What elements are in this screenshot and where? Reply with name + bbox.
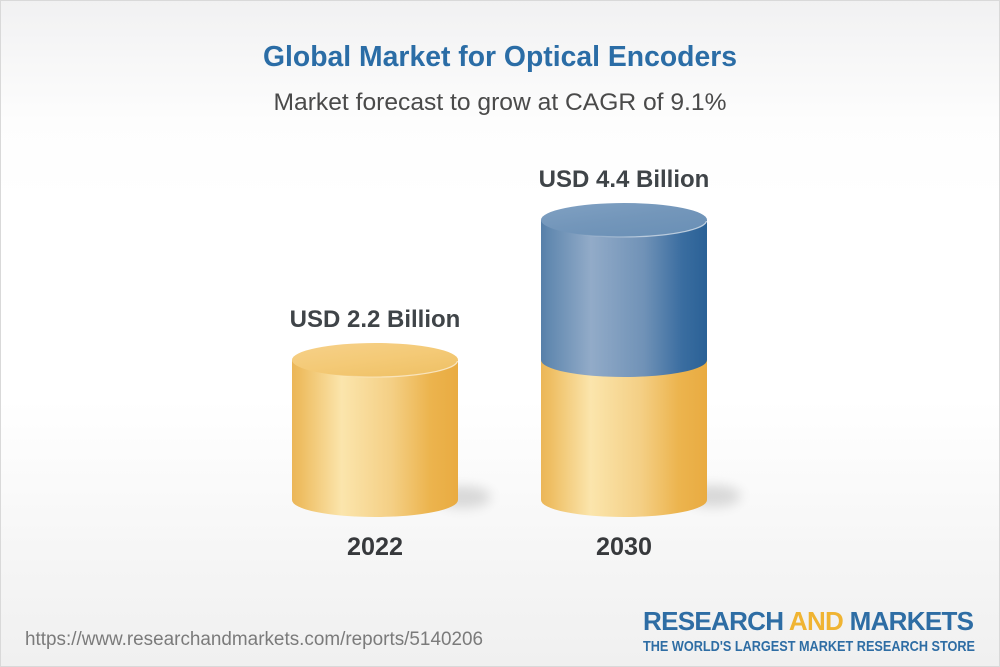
svg-text:Market forecast to grow at CAG: Market forecast to grow at CAGR of 9.1% <box>274 89 727 116</box>
svg-text:USD 2.2 Billion: USD 2.2 Billion <box>290 306 461 333</box>
svg-text:https://www.researchandmarkets: https://www.researchandmarkets.com/repor… <box>25 629 483 650</box>
svg-text:2030: 2030 <box>596 533 652 561</box>
svg-text:USD 4.4 Billion: USD 4.4 Billion <box>539 166 710 193</box>
svg-text:THE WORLD'S LARGEST MARKET RES: THE WORLD'S LARGEST MARKET RESEARCH STOR… <box>643 638 975 655</box>
svg-text:Global Market for Optical Enco: Global Market for Optical Encoders <box>263 41 737 73</box>
svg-text:RESEARCH AND MARKETS: RESEARCH AND MARKETS <box>643 606 974 636</box>
svg-text:2022: 2022 <box>347 533 403 561</box>
